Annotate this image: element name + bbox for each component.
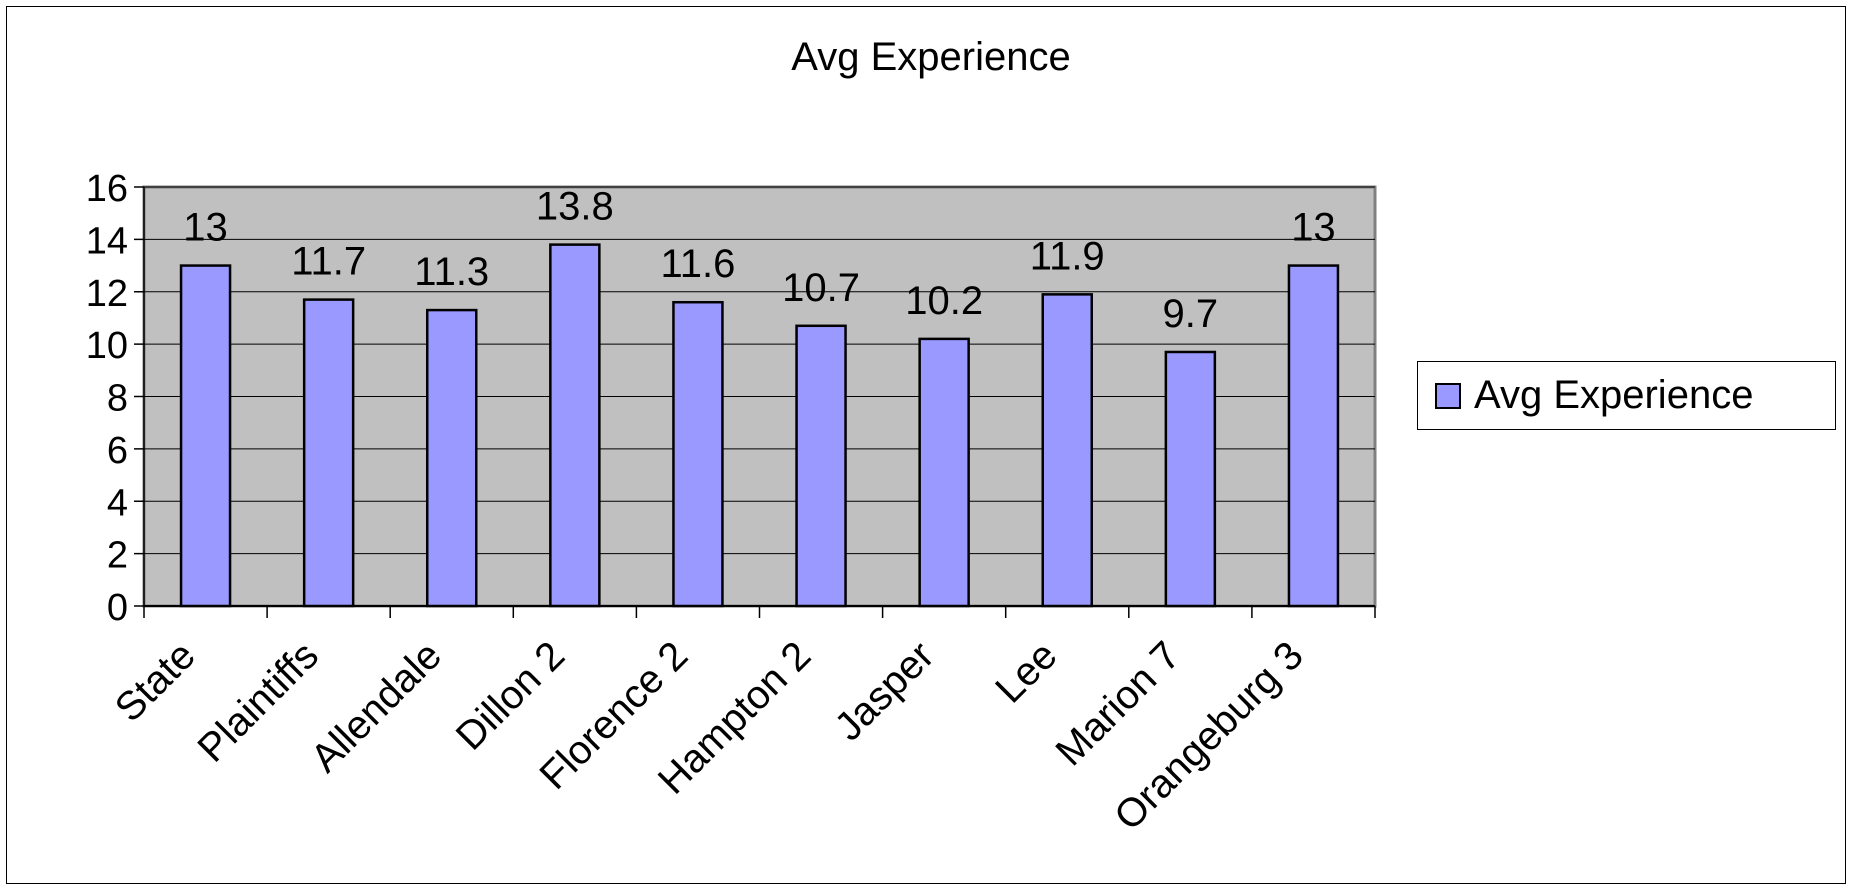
bar	[426, 308, 478, 608]
y-tick-label: 0	[107, 587, 128, 629]
x-tick-label: Lee	[987, 633, 1065, 711]
legend-swatch	[1435, 382, 1461, 409]
data-label: 9.7	[1163, 292, 1219, 336]
bar	[1041, 293, 1093, 608]
bars	[179, 243, 1340, 608]
bar	[918, 337, 970, 608]
data-label: 10.2	[905, 279, 983, 323]
x-tick-label: Dillon 2	[448, 633, 573, 758]
legend-label: Avg Experience	[1474, 373, 1754, 417]
y-tick-label: 6	[107, 430, 128, 472]
data-label: 11.7	[291, 240, 366, 284]
data-label: 11.3	[414, 250, 489, 294]
data-label: 11.6	[661, 242, 736, 286]
data-label: 13	[1291, 206, 1336, 250]
bar	[795, 324, 847, 608]
bar	[672, 300, 724, 608]
data-label: 11.9	[1030, 234, 1105, 278]
data-labels: 13 11.7 11.3 13.8 11.6 10.7 10.2 11.9 9.7 13	[183, 185, 1335, 336]
y-axis: 0 2 4 6 8 10 12 14 16	[86, 168, 145, 629]
bar	[302, 298, 355, 608]
y-tick-label: 12	[86, 273, 128, 315]
legend: Avg Experience	[1417, 361, 1836, 430]
bar	[179, 264, 232, 608]
y-tick-label: 10	[86, 325, 128, 367]
data-label: 13	[183, 206, 228, 250]
y-tick-label: 4	[107, 482, 128, 524]
y-tick-label: 2	[107, 535, 128, 577]
x-tick-label: Jasper	[827, 633, 943, 749]
x-tick-label: State	[107, 633, 204, 730]
bar	[1164, 350, 1217, 608]
data-label: 13.8	[536, 185, 614, 229]
chart-title: Avg Experience	[791, 35, 1070, 79]
y-tick-label: 16	[86, 168, 128, 210]
bar	[549, 243, 601, 608]
y-tick-label: 8	[107, 378, 128, 420]
y-tick-label: 14	[86, 220, 128, 262]
bar	[1287, 264, 1340, 608]
data-label: 10.7	[782, 266, 860, 310]
x-tick-label: Allendale	[303, 633, 450, 780]
